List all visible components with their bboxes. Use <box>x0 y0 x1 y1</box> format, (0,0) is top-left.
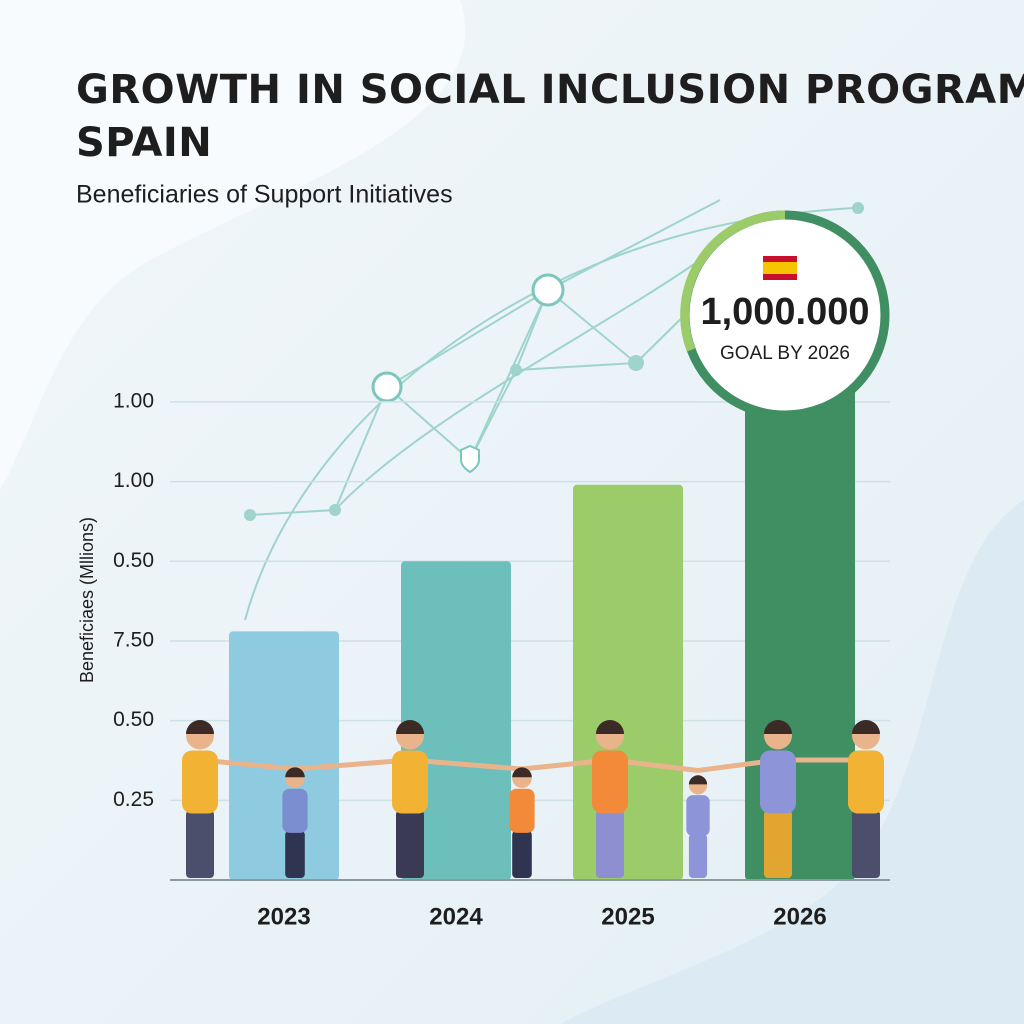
y-tick-label: 1.00 <box>113 469 154 492</box>
person-hair <box>512 767 532 778</box>
background-blob <box>560 500 1024 1024</box>
person-body <box>686 795 710 837</box>
network-nodes <box>244 202 864 521</box>
person-legs <box>596 810 624 878</box>
person-body <box>282 788 308 833</box>
x-tick-label: 2024 <box>429 903 483 930</box>
person-body <box>848 750 884 814</box>
person-legs <box>396 810 424 878</box>
y-axis-label: Beneficiaes (Mllions) <box>77 517 97 683</box>
goal-value: 1,000.000 <box>700 291 869 333</box>
y-tick-label: 1.00 <box>113 389 154 412</box>
bar <box>229 631 339 880</box>
person-hair <box>285 767 305 778</box>
person-body <box>760 750 796 814</box>
x-tick-label: 2026 <box>773 903 826 930</box>
background-blob <box>0 0 466 490</box>
bar <box>401 561 511 880</box>
person-legs <box>852 810 880 878</box>
goal-text: GOAL BY 2026 <box>720 343 850 364</box>
person-hair <box>688 775 708 785</box>
person-legs <box>186 810 214 878</box>
y-tick-label: 0.25 <box>113 788 154 811</box>
y-tick-label: 0.50 <box>113 708 154 731</box>
chart-title: GROWTH IN SOCIAL INCLUSION PROGRAMS <box>76 67 1024 113</box>
chart-title: SPAIN <box>76 120 212 166</box>
person-body <box>182 750 218 814</box>
person-body <box>392 750 428 814</box>
chart-subtitle: Beneficiaries of Support Initiatives <box>76 181 453 209</box>
person-legs <box>512 830 532 878</box>
y-tick-label: 0.50 <box>113 549 154 572</box>
person-legs <box>285 830 305 878</box>
goal-badge: 1,000.000 GOAL BY 2026 <box>680 210 890 420</box>
person-hair <box>596 720 624 734</box>
x-tick-label: 2025 <box>601 903 654 930</box>
goal-ring <box>680 210 786 352</box>
person-body <box>592 750 628 814</box>
person-hair <box>396 720 424 734</box>
person-body <box>509 788 535 833</box>
person-hair <box>852 720 880 734</box>
person-legs <box>688 834 708 878</box>
person-hair <box>186 720 214 734</box>
people-decoration <box>182 720 884 878</box>
flag <box>763 262 797 274</box>
x-tick-label: 2023 <box>257 903 310 930</box>
person-hair <box>764 720 792 734</box>
bar <box>573 484 683 880</box>
y-tick-label: 7.50 <box>113 628 154 651</box>
person-legs <box>764 810 792 878</box>
